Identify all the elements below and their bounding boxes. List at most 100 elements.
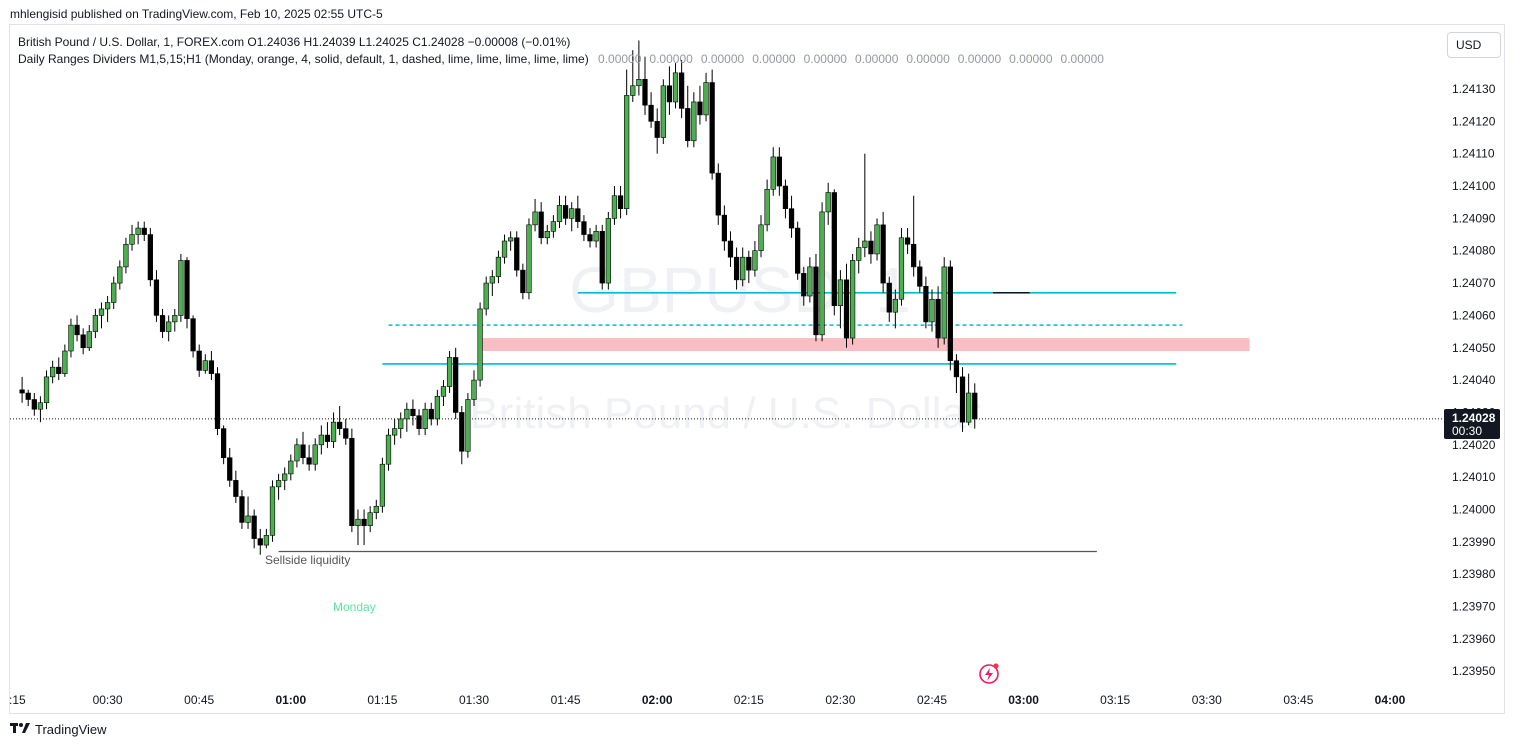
candle — [166, 315, 172, 342]
candle-body — [679, 72, 685, 109]
candle — [25, 389, 31, 406]
candle-body — [239, 496, 245, 523]
candle — [843, 263, 850, 348]
indicator-legend[interactable]: Daily Ranges Dividers M1,5,15;H1 (Monday… — [18, 52, 1112, 66]
candle — [782, 179, 789, 219]
candle — [214, 367, 221, 436]
candle — [196, 344, 202, 377]
candle-body — [819, 211, 825, 336]
candle — [569, 202, 575, 232]
y-tick-label: 1.24060 — [1452, 308, 1496, 322]
indicator-value: 0.00000 — [1060, 52, 1104, 66]
candle — [685, 85, 691, 148]
candle-body — [587, 234, 593, 242]
candle — [776, 147, 782, 196]
candle-body — [825, 192, 831, 213]
candle-body — [410, 408, 416, 416]
candle-body — [141, 227, 147, 235]
candle-body — [111, 282, 117, 303]
footer-brand[interactable]: TradingView — [10, 722, 107, 737]
candle-body — [849, 260, 856, 339]
chart-frame — [9, 24, 1505, 714]
candle — [80, 328, 86, 355]
candle-body — [385, 434, 392, 465]
candle — [471, 370, 477, 406]
candle-body — [166, 321, 172, 332]
candle-body — [50, 366, 56, 378]
candle — [715, 163, 721, 225]
y-tick-label: 1.24070 — [1452, 276, 1496, 290]
candle — [50, 360, 56, 384]
candle-body — [74, 324, 80, 336]
candle-body — [221, 428, 227, 459]
candle — [892, 289, 898, 329]
candle — [104, 296, 111, 322]
candle-body — [465, 399, 471, 452]
candle-body — [245, 515, 251, 523]
candle — [208, 350, 215, 381]
candle — [385, 428, 392, 471]
candle — [282, 467, 288, 491]
candle — [758, 215, 764, 258]
candle-body — [117, 266, 123, 284]
candle-body — [80, 334, 86, 349]
y-tick-label: 1.24040 — [1452, 373, 1496, 387]
candle — [153, 270, 160, 322]
indicator-values: 0.00000 0.00000 0.00000 0.00000 0.00000 0.000… — [598, 52, 1112, 66]
candle — [489, 270, 495, 297]
candle-body — [892, 298, 898, 313]
candle-body — [19, 389, 25, 394]
candle-body — [153, 279, 160, 316]
candle-body — [733, 256, 740, 281]
candle — [904, 228, 911, 254]
time-axis[interactable]: :15 00:30 00:45 01:00 01:15 01:30 01:45 02:00 02… — [9, 693, 1406, 707]
candle — [935, 286, 941, 348]
candle-body — [263, 535, 269, 546]
x-tick-label: 01:15 — [367, 693, 397, 707]
candle-body — [636, 78, 642, 87]
candle — [660, 79, 666, 144]
candle-body — [721, 214, 727, 242]
candle-body — [672, 72, 679, 103]
x-tick-label: 03:15 — [1100, 693, 1130, 707]
candles[interactable] — [19, 40, 978, 555]
candle — [801, 266, 807, 306]
candle — [837, 270, 844, 329]
candle — [575, 195, 581, 229]
candle-body — [685, 108, 691, 142]
candle — [733, 247, 740, 290]
candle-body — [868, 240, 874, 255]
candle-body — [966, 392, 972, 423]
indicator-title[interactable]: Daily Ranges Dividers M1,5,15;H1 (Monday… — [18, 52, 589, 66]
bar-countdown: 00:30 — [1452, 424, 1482, 438]
candle — [880, 211, 886, 293]
candle — [520, 263, 526, 300]
price-axis[interactable]: 1.24130 1.24120 1.24110 1.24100 1.24090 1.240… — [1452, 82, 1496, 678]
indicator-value: 0.00000 — [957, 52, 1002, 66]
candle-body — [25, 392, 31, 400]
currency-button[interactable]: USD — [1447, 32, 1501, 58]
candle — [373, 499, 379, 520]
candle-body — [306, 457, 312, 465]
candle-body — [813, 266, 819, 336]
candle-body — [795, 227, 801, 274]
candle-body — [294, 444, 300, 462]
candle-body — [947, 266, 953, 361]
candle — [62, 344, 68, 377]
level-lines[interactable] — [10, 291, 1443, 553]
candle — [868, 231, 874, 264]
candle — [123, 237, 129, 274]
candle — [135, 221, 141, 245]
lightning-icon[interactable] — [979, 663, 999, 684]
candle — [459, 405, 465, 465]
candle — [495, 250, 502, 284]
candle-body — [416, 415, 422, 429]
candle — [544, 224, 550, 245]
candle-body — [202, 360, 208, 371]
candle-body — [599, 231, 605, 284]
candle-body — [758, 224, 764, 252]
watermark-ticker: GBPUSD, 1 — [569, 254, 910, 326]
symbol-legend[interactable]: British Pound / U.S. Dollar, 1, FOREX.co… — [18, 35, 571, 49]
candle — [440, 380, 447, 406]
